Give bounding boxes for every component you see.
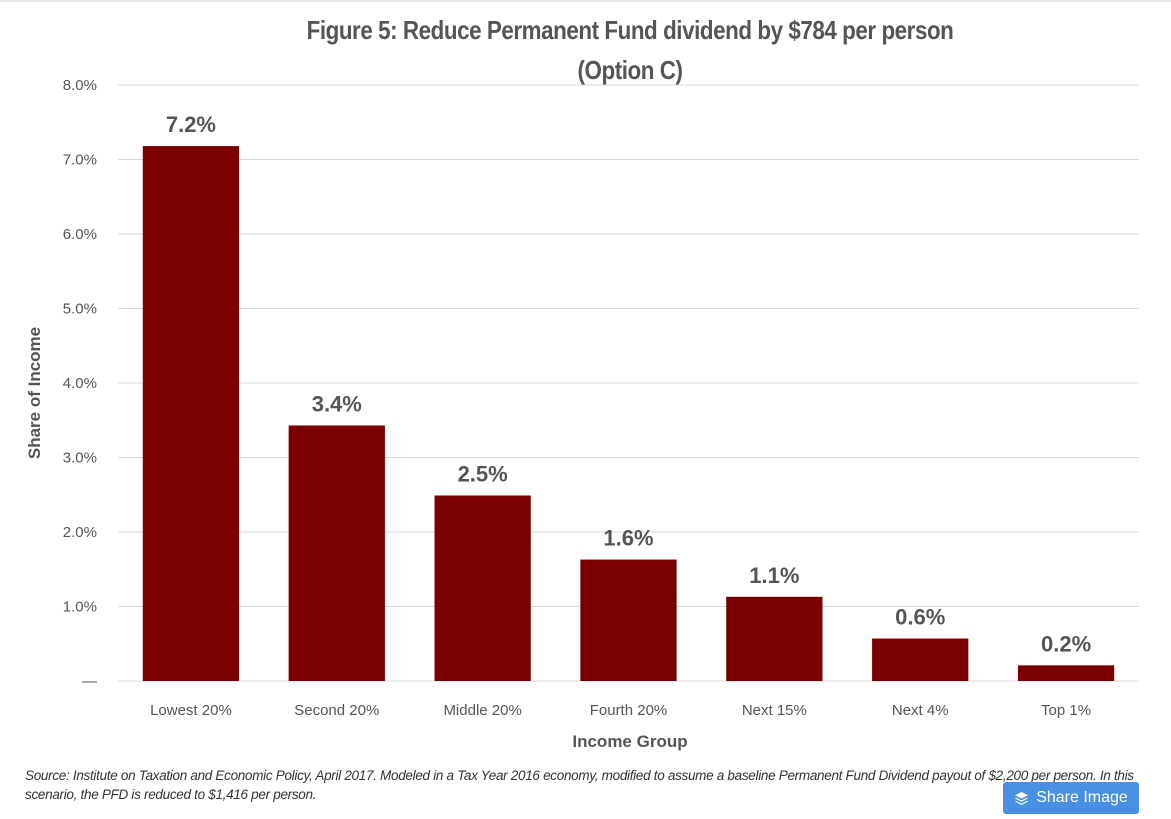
data-label: 7.2% (166, 112, 216, 137)
x-tick-label: Top 1% (1041, 702, 1091, 719)
data-label: 3.4% (312, 391, 362, 416)
bars (142, 146, 1115, 682)
x-tick-label: Next 4% (892, 702, 949, 719)
bar (288, 425, 385, 681)
bar (1017, 665, 1115, 681)
bar (142, 146, 240, 682)
layers-icon (1014, 791, 1029, 806)
bar-chart: — 1.0% 2.0% 3.0% 4.0% 5.0% 6.0% 7.0% 8.0% 7.2% 3.… (25, 77, 1139, 751)
data-label: 0.2% (1041, 631, 1091, 656)
data-label: 2.5% (458, 461, 508, 486)
x-axis-label: Income Group (572, 732, 687, 751)
y-tick-label: — (82, 673, 97, 690)
source-note: Source: Institute on Taxation and Econom… (25, 768, 1134, 802)
y-tick-label: 3.0% (63, 450, 97, 467)
data-label: 1.6% (603, 526, 653, 551)
chart-title: Figure 5: Reduce Permanent Fund dividend… (306, 15, 954, 45)
bar (726, 596, 823, 681)
x-tick-label: Second 20% (294, 702, 379, 719)
y-axis-label: Share of Income (25, 327, 44, 459)
y-tick-label: 5.0% (63, 301, 97, 318)
share-image-button[interactable]: Share Image (1003, 782, 1139, 814)
x-tick-label: Fourth 20% (590, 702, 668, 719)
x-tick-label: Lowest 20% (150, 702, 232, 719)
y-tick-label: 7.0% (63, 152, 97, 169)
data-label: 1.1% (749, 563, 799, 588)
share-button-label: Share Image (1036, 789, 1128, 806)
bar (580, 559, 677, 681)
y-axis-ticks: — 1.0% 2.0% 3.0% 4.0% 5.0% 6.0% 7.0% 8.0% (63, 77, 97, 690)
top-rule (0, 0, 1171, 2)
bar (434, 495, 531, 681)
y-tick-label: 6.0% (63, 226, 97, 243)
bar (872, 638, 969, 681)
x-tick-label: Next 15% (742, 702, 807, 719)
chart-subtitle: (Option C) (577, 55, 683, 85)
y-tick-label: 4.0% (63, 375, 97, 392)
y-tick-label: 1.0% (63, 599, 97, 616)
x-tick-label: Middle 20% (443, 702, 521, 719)
y-tick-label: 2.0% (63, 524, 97, 541)
data-labels: 7.2% 3.4% 2.5% 1.6% 1.1% 0.6% 0.2% (166, 112, 1091, 656)
y-tick-label: 8.0% (63, 77, 97, 94)
x-axis-ticks: Lowest 20% Second 20% Middle 20% Fourth 20%… (150, 702, 1091, 719)
gridlines (118, 84, 1139, 682)
data-label: 0.6% (895, 605, 945, 630)
